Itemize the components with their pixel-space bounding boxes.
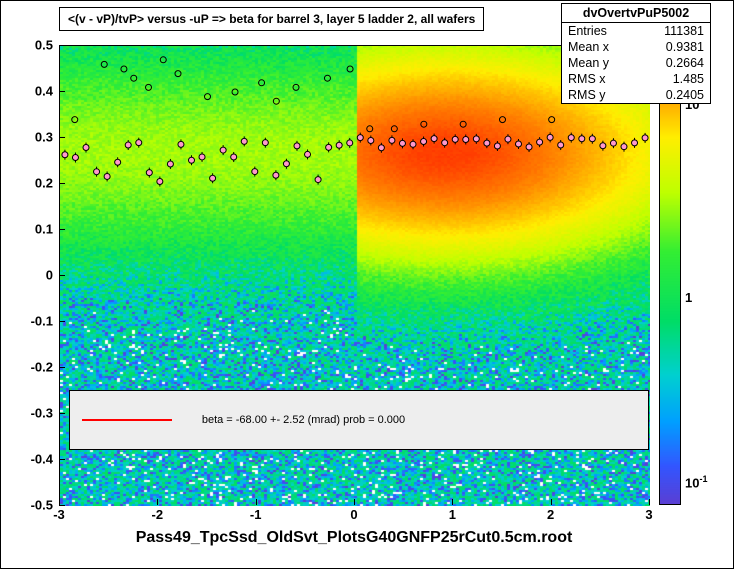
y-tick-label: 0.3	[35, 130, 53, 145]
y-tick-label: -0.4	[31, 452, 53, 467]
plot-title: <(v - vP)/tvP> versus -uP => beta for ba…	[59, 7, 484, 31]
bottom-caption: Pass49_TpcSsd_OldSvt_PlotsG40GNFP25rCut0…	[59, 529, 649, 547]
fit-text: beta = -68.00 +- 2.52 (mrad) prob = 0.00…	[202, 414, 405, 426]
y-tick-label: -0.5	[31, 498, 53, 513]
x-tick-label: 1	[449, 507, 456, 522]
y-tick-label: -0.3	[31, 406, 53, 421]
y-tick-label: 0.2	[35, 176, 53, 191]
y-tick-label: 0.1	[35, 222, 53, 237]
y-tick-label: -0.1	[31, 314, 53, 329]
x-tick-label: -2	[152, 507, 164, 522]
y-tick-label: 0.5	[35, 38, 53, 53]
colorbar-tick-label: 1	[685, 290, 692, 305]
stats-row: RMS x1.485	[562, 71, 710, 87]
stats-row: Entries111381	[562, 23, 710, 39]
fit-legend-box: beta = -68.00 +- 2.52 (mrad) prob = 0.00…	[69, 390, 649, 450]
stats-row: Mean x0.9381	[562, 39, 710, 55]
x-tick-label: -1	[250, 507, 262, 522]
stats-row: RMS y0.2405	[562, 87, 710, 103]
x-tick-label: 2	[547, 507, 554, 522]
colorbar	[659, 45, 681, 505]
colorbar-tick-label: 10-1	[685, 474, 707, 490]
chart-container: <(v - vP)/tvP> versus -uP => beta for ba…	[0, 0, 734, 569]
stats-histname: dvOvertvPuP5002	[562, 4, 710, 23]
stats-row: Mean y0.2664	[562, 55, 710, 71]
x-axis: -3-2-10123	[59, 505, 649, 529]
y-axis: -0.5-0.4-0.3-0.2-0.100.10.20.30.40.5	[1, 45, 57, 505]
x-tick-label: 3	[645, 507, 652, 522]
y-tick-label: -0.2	[31, 360, 53, 375]
x-tick-label: -3	[53, 507, 65, 522]
fit-line-sample	[82, 419, 172, 421]
stats-box: dvOvertvPuP5002 Entries111381Mean x0.938…	[561, 3, 711, 104]
x-tick-label: 0	[350, 507, 357, 522]
colorbar-gradient	[660, 46, 680, 504]
y-tick-label: 0.4	[35, 84, 53, 99]
y-tick-label: 0	[46, 268, 53, 283]
